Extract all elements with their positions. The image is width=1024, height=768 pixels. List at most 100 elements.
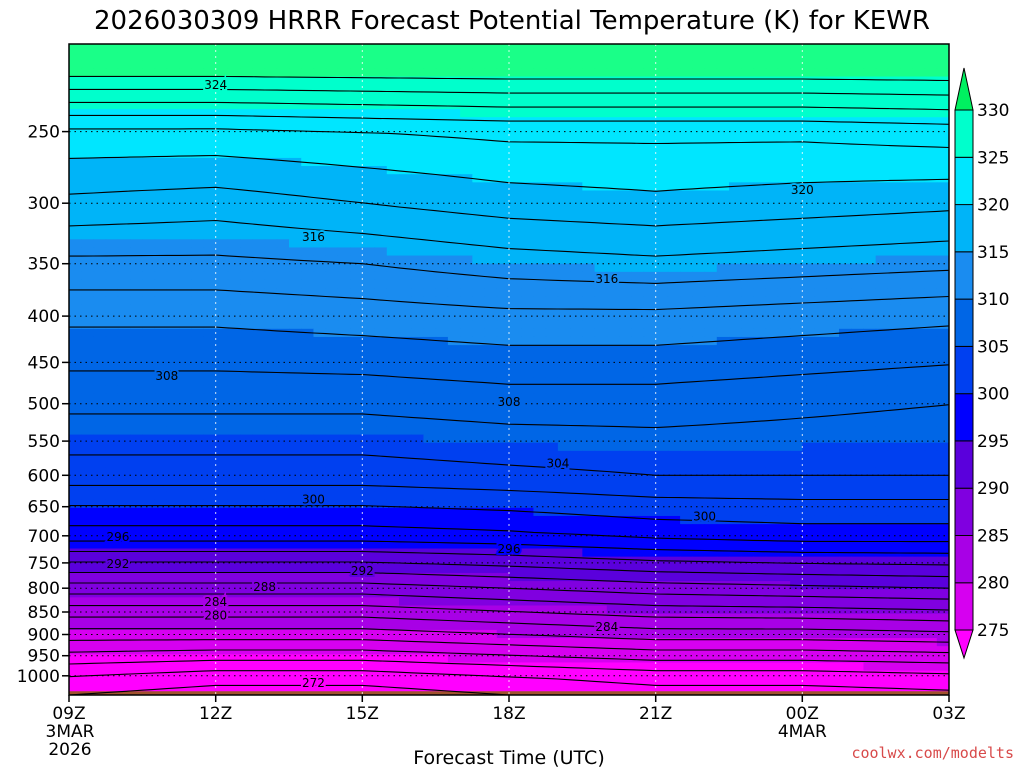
theta-fill-cell: [875, 385, 889, 395]
theta-fill-cell: [447, 393, 461, 403]
theta-fill-cell: [570, 328, 583, 338]
theta-fill-cell: [399, 84, 412, 94]
theta-fill-cell: [814, 475, 828, 485]
theta-fill-cell: [264, 166, 278, 175]
theta-fill-cell: [447, 532, 461, 541]
theta-fill-cell: [252, 247, 266, 257]
theta-fill-cell: [704, 467, 718, 476]
theta-fill-cell: [435, 190, 449, 200]
theta-fill-cell: [411, 385, 425, 395]
theta-fill-cell: [839, 100, 852, 110]
theta-fill-cell: [521, 271, 535, 281]
theta-fill-cell: [203, 117, 217, 126]
theta-fill-cell: [900, 133, 913, 143]
theta-fill-cell: [325, 581, 339, 590]
theta-fill-cell: [301, 483, 315, 493]
theta-fill-cell: [509, 410, 522, 419]
theta-fill-cell: [692, 377, 706, 387]
theta-fill-cell: [557, 263, 571, 273]
theta-fill-cell: [289, 247, 302, 257]
theta-fill-cell: [411, 361, 425, 371]
theta-fill-cell: [777, 247, 791, 257]
theta-fill-cell: [435, 133, 449, 143]
theta-fill-cell: [582, 385, 596, 395]
theta-fill-cell: [460, 393, 473, 403]
theta-fill-cell: [802, 223, 816, 232]
theta-fill-cell: [509, 336, 522, 346]
theta-fill-cell: [533, 581, 547, 590]
theta-fill-cell: [716, 589, 730, 598]
theta-fill-cell: [863, 328, 877, 338]
theta-fill-cell: [252, 214, 266, 224]
theta-fill-cell: [69, 459, 82, 468]
theta-fill-cell: [301, 605, 315, 615]
theta-fill-cell: [851, 442, 865, 452]
theta-fill-cell: [227, 100, 241, 110]
theta-fill-cell: [411, 92, 425, 102]
theta-fill-cell: [276, 174, 290, 183]
theta-fill-cell: [900, 279, 913, 289]
theta-fill-cell: [93, 52, 107, 61]
theta-fill-cell: [826, 157, 840, 167]
theta-fill-cell: [704, 239, 718, 249]
theta-fill-cell: [484, 361, 498, 371]
theta-fill-cell: [887, 174, 901, 183]
theta-fill-cell: [337, 52, 351, 61]
theta-fill-cell: [337, 84, 351, 94]
theta-fill-cell: [142, 296, 156, 305]
theta-fill-cell: [130, 605, 143, 615]
theta-fill-cell: [594, 572, 608, 582]
theta-fill-cell: [851, 255, 865, 265]
theta-fill-cell: [81, 206, 95, 216]
theta-fill-cell: [240, 271, 253, 281]
theta-fill-cell: [875, 499, 889, 509]
theta-fill-cell: [264, 361, 278, 371]
theta-fill-cell: [179, 149, 192, 159]
theta-fill-cell: [814, 345, 828, 354]
theta-fill-cell: [130, 320, 143, 330]
theta-fill-cell: [435, 231, 449, 240]
theta-fill-cell: [350, 532, 363, 541]
theta-fill-cell: [337, 68, 351, 78]
theta-fill-cell: [924, 312, 938, 322]
theta-fill-cell: [936, 556, 949, 566]
theta-fill-cell: [264, 214, 278, 224]
theta-fill-cell: [839, 288, 852, 297]
theta-fill-cell: [729, 377, 742, 387]
theta-fill-cell: [142, 76, 156, 86]
theta-fill-cell: [460, 109, 473, 118]
theta-fill-cell: [460, 223, 473, 232]
theta-fill-cell: [851, 157, 865, 167]
theta-fill-cell: [252, 597, 266, 607]
theta-fill-cell: [289, 190, 302, 200]
theta-fill-cell: [93, 605, 107, 615]
theta-fill-cell: [252, 369, 266, 379]
theta-fill-cell: [423, 279, 437, 289]
theta-fill-cell: [472, 524, 486, 533]
theta-fill-cell: [447, 68, 461, 78]
theta-fill-cell: [130, 564, 143, 574]
theta-fill-cell: [325, 100, 339, 110]
theta-fill-cell: [105, 60, 119, 70]
theta-fill-cell: [863, 581, 877, 590]
theta-fill-cell: [374, 109, 388, 118]
theta-fill-cell: [411, 345, 425, 354]
theta-fill-cell: [313, 361, 327, 371]
theta-fill-cell: [704, 76, 718, 86]
theta-fill-cell: [741, 353, 755, 362]
theta-fill-cell: [667, 133, 681, 143]
theta-fill-cell: [227, 336, 241, 346]
theta-fill-cell: [887, 442, 901, 452]
theta-fill-cell: [350, 84, 363, 94]
theta-fill-cell: [191, 247, 205, 257]
theta-fill-cell: [496, 345, 510, 354]
theta-fill-cell: [692, 442, 706, 452]
theta-fill-cell: [533, 532, 547, 541]
theta-fill-cell: [900, 524, 913, 533]
theta-fill-cell: [802, 328, 816, 338]
theta-fill-cell: [839, 141, 852, 151]
theta-fill-cell: [826, 418, 840, 428]
theta-fill-cell: [887, 247, 901, 257]
theta-fill-cell: [594, 288, 608, 297]
theta-fill-cell: [386, 44, 400, 53]
